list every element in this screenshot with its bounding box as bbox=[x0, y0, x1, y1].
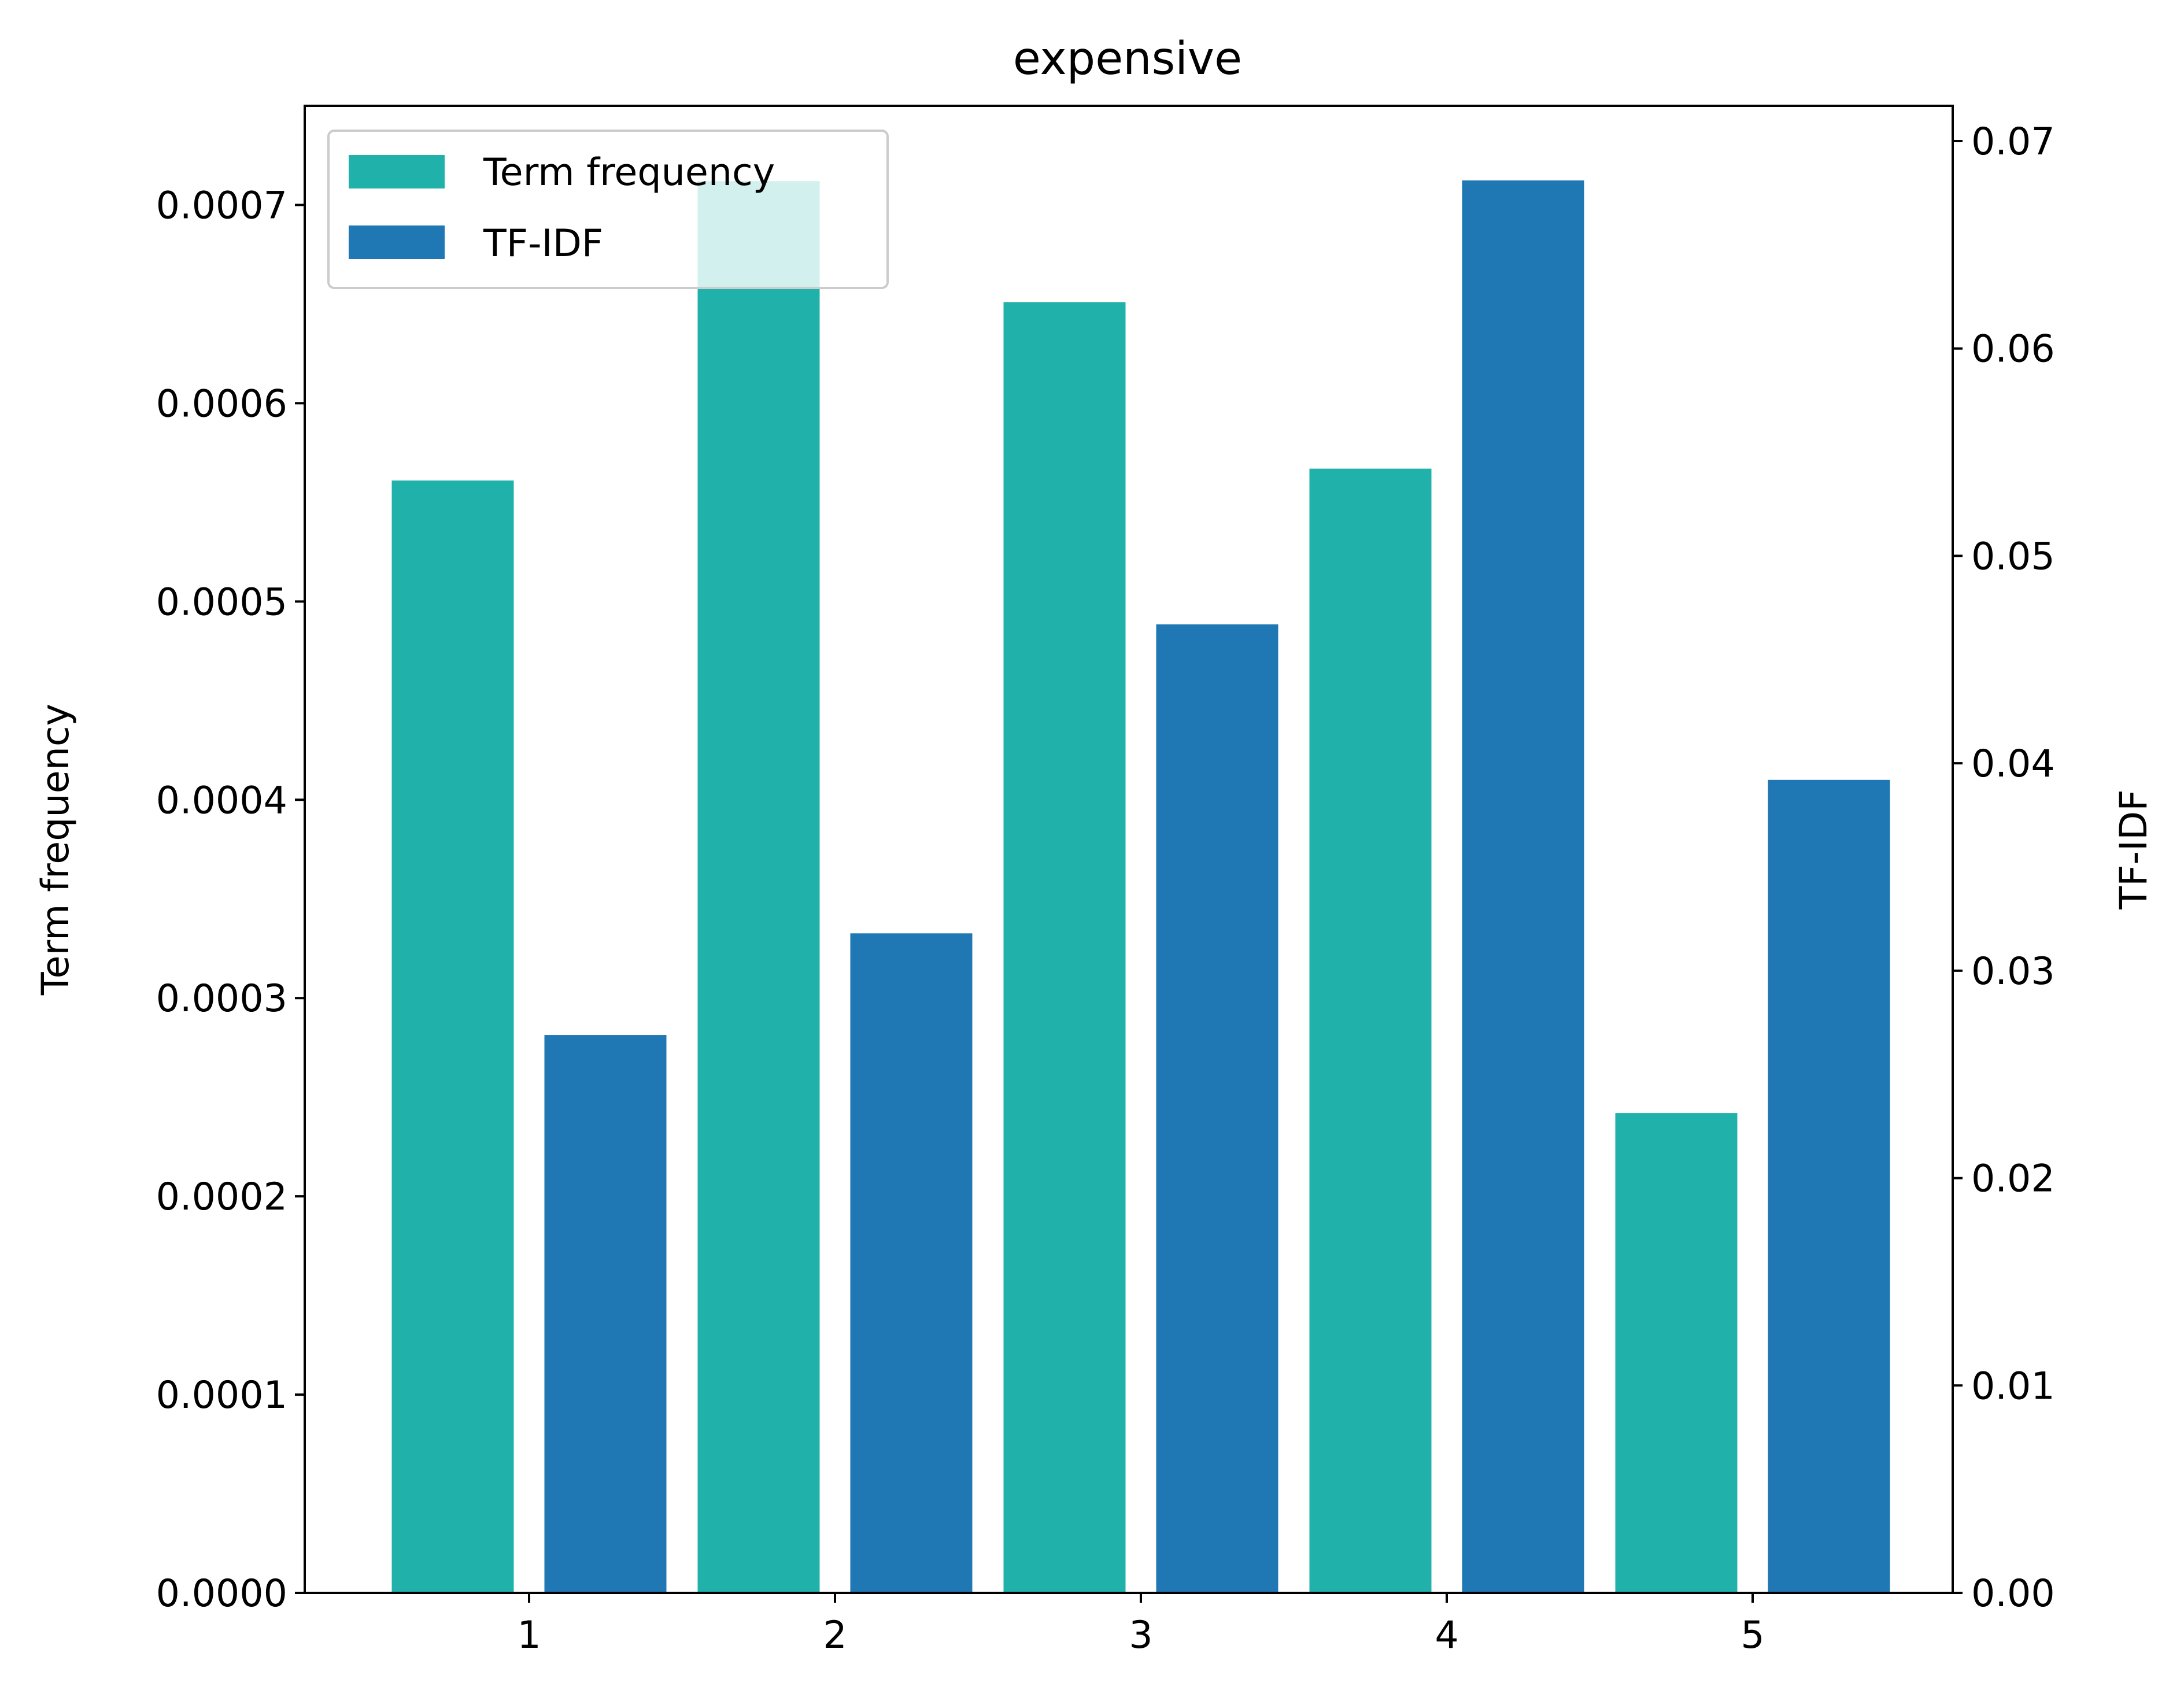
legend-swatch-tf-idf bbox=[349, 225, 445, 259]
bar-tf-idf-5 bbox=[1768, 779, 1890, 1593]
y-tick-label-left: 0.0000 bbox=[156, 1572, 287, 1615]
left-axis: 0.0000 0.0001 0.0002 0.0003 0.0004 0.0005 0.00… bbox=[156, 184, 305, 1615]
bar-tf-idf-4 bbox=[1462, 180, 1584, 1593]
x-tick-label: 1 bbox=[517, 1614, 541, 1657]
bar-term-frequency-3 bbox=[1003, 302, 1126, 1593]
y-tick-label-left: 0.0004 bbox=[156, 779, 287, 822]
bar-term-frequency-2 bbox=[697, 181, 820, 1593]
chart-title: expensive bbox=[1013, 33, 1242, 85]
y-tick-label-right: 0.04 bbox=[1971, 742, 2055, 786]
y-tick-label-right: 0.01 bbox=[1971, 1365, 2055, 1408]
x-tick-label: 2 bbox=[823, 1614, 847, 1657]
y-axis-label-right: TF-IDF bbox=[2112, 789, 2156, 909]
y-tick-label-left: 0.0003 bbox=[156, 977, 287, 1020]
right-axis: 0.00 0.01 0.02 0.03 0.04 0.05 0.06 0.07 bbox=[1953, 120, 2055, 1615]
bar-tf-idf-3 bbox=[1156, 624, 1278, 1593]
legend-label-tf-idf: TF-IDF bbox=[483, 222, 603, 265]
x-tick-label: 4 bbox=[1435, 1614, 1458, 1657]
bar-tf-idf-1 bbox=[544, 1035, 667, 1593]
y-tick-label-right: 0.07 bbox=[1971, 120, 2055, 164]
bars-group bbox=[391, 180, 1890, 1593]
bar-term-frequency-1 bbox=[391, 480, 514, 1593]
bar-tf-idf-2 bbox=[850, 933, 973, 1593]
legend-box bbox=[327, 130, 889, 289]
y-tick-label-left: 0.0007 bbox=[156, 184, 287, 227]
y-tick-label-left: 0.0002 bbox=[156, 1175, 287, 1219]
y-tick-label-left: 0.0006 bbox=[156, 382, 287, 426]
legend-swatch-term-frequency bbox=[349, 155, 445, 188]
x-axis: 1 2 3 4 5 bbox=[517, 1593, 1765, 1657]
y-tick-label-left: 0.0001 bbox=[156, 1374, 287, 1417]
x-tick-label: 5 bbox=[1740, 1614, 1764, 1657]
bar-term-frequency-4 bbox=[1309, 468, 1432, 1593]
y-tick-label-right: 0.02 bbox=[1971, 1158, 2055, 1201]
y-tick-label-left: 0.0005 bbox=[156, 580, 287, 624]
y-axis-label-left: Term frequency bbox=[34, 704, 77, 996]
y-tick-label-right: 0.05 bbox=[1971, 535, 2055, 578]
y-tick-label-right: 0.06 bbox=[1971, 328, 2055, 371]
legend-label-term-frequency: Term frequency bbox=[483, 151, 775, 194]
legend: Term frequency TF-IDF bbox=[327, 130, 889, 289]
y-tick-label-right: 0.00 bbox=[1971, 1572, 2055, 1615]
bar-term-frequency-5 bbox=[1615, 1113, 1738, 1593]
x-tick-label: 3 bbox=[1129, 1614, 1152, 1657]
y-tick-label-right: 0.03 bbox=[1971, 950, 2055, 993]
plot-frame bbox=[304, 105, 1954, 1594]
